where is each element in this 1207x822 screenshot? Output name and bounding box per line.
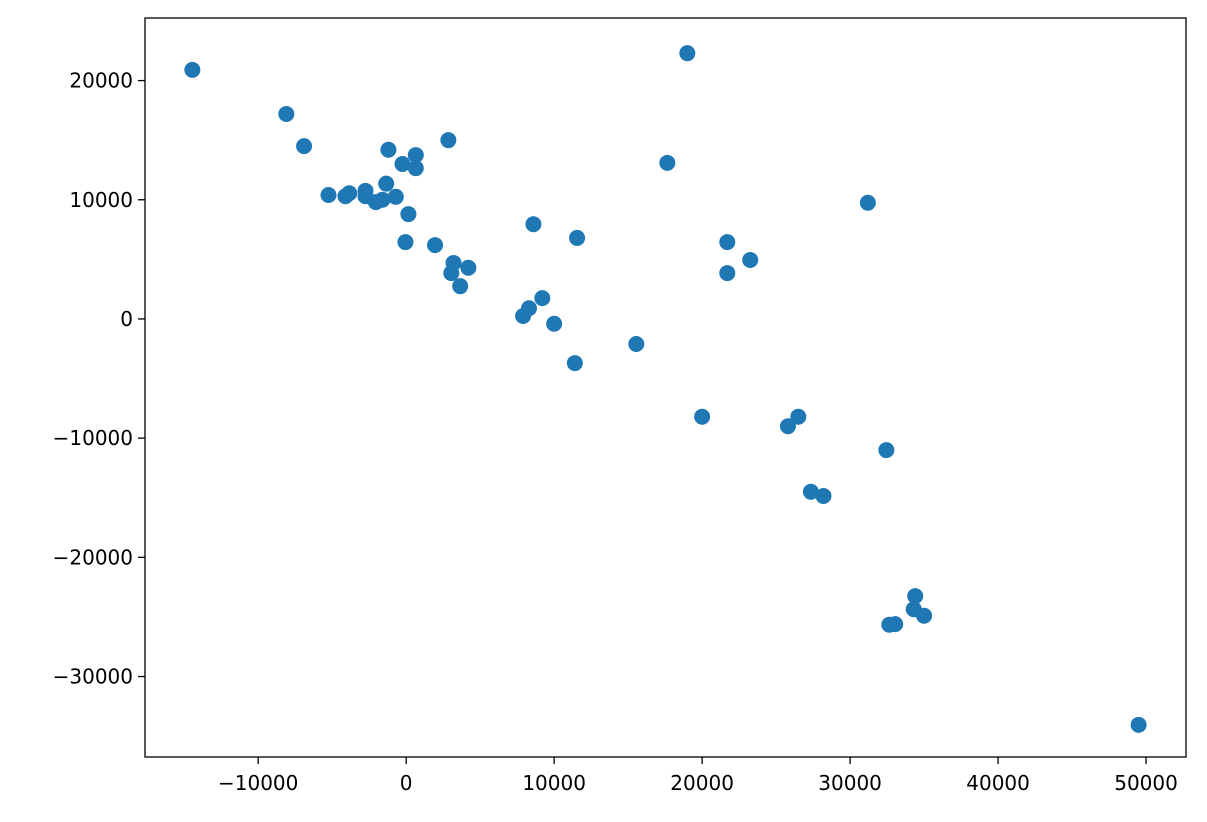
point [341,185,358,202]
point [394,156,411,173]
point [742,251,759,268]
point [887,616,904,633]
axes-frame [144,17,1187,758]
point [387,188,404,205]
point [460,259,477,276]
point [779,418,796,435]
point [400,206,417,223]
y-tick-label: −30000 [53,665,133,689]
point [378,175,395,192]
point [278,105,295,122]
y-tick-label: −20000 [53,545,133,569]
point [452,278,469,295]
y-tick-label: 10000 [69,188,133,212]
point [859,194,876,211]
point [520,300,537,317]
point [546,315,563,332]
x-tick-label: 40000 [966,771,1030,795]
point [659,154,676,171]
y-tick-label: 0 [120,307,133,331]
point [1130,716,1147,733]
point [916,607,933,624]
x-tick-label: 50000 [1114,771,1178,795]
point [380,141,397,158]
point [566,355,583,372]
x-tick-label: −10000 [218,771,298,795]
point [569,229,586,246]
x-tick-label: 10000 [522,771,586,795]
point [184,61,201,78]
point [679,45,696,62]
point [719,265,736,282]
point [802,483,819,500]
point [525,216,542,233]
point [628,335,645,352]
point [907,588,924,605]
x-tick-label: 30000 [818,771,882,795]
point [719,234,736,251]
point [878,442,895,459]
y-tick-label: 20000 [69,69,133,93]
point [407,147,424,164]
point [296,138,313,155]
point [815,487,832,504]
point [534,290,551,307]
point [407,160,424,177]
x-tick-label: 20000 [670,771,734,795]
point [443,265,460,282]
point [694,408,711,425]
y-tick-label: −10000 [53,426,133,450]
point [374,191,391,208]
point [790,408,807,425]
x-tick-label: 0 [400,771,413,795]
point [320,187,337,204]
point [440,132,457,149]
point [397,234,414,251]
point [427,237,444,254]
